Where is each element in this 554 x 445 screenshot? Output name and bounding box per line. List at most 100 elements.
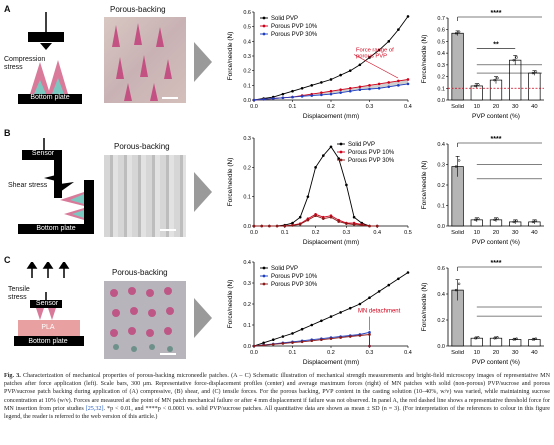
replicate-point: [496, 76, 499, 80]
y-tick-label: 0.7: [437, 16, 445, 22]
replicate-point: [531, 220, 535, 224]
data-point: [291, 95, 294, 99]
y-tick-label: 0.4: [437, 142, 445, 148]
data-point: [252, 344, 256, 348]
data-point: [358, 334, 362, 337]
data-point: [339, 311, 342, 314]
x-tick-label: 0.3: [366, 350, 374, 356]
x-tick-label: 0.2: [312, 230, 320, 236]
y-tick-label: 0.1: [437, 86, 445, 92]
data-point: [329, 337, 333, 340]
y-tick-label: 0.0: [243, 224, 251, 230]
y-tick-label: 0.5: [243, 25, 251, 31]
data-point: [348, 69, 352, 72]
x-tick-label: 20: [493, 104, 499, 110]
data-point: [291, 89, 294, 93]
microscopy-image-a: [104, 17, 186, 103]
data-point: [262, 97, 265, 101]
y-tick-label: 0.0: [243, 98, 251, 104]
data-point: [310, 323, 314, 327]
replicate-point: [474, 218, 477, 222]
replicate-point: [474, 84, 477, 88]
panel-letter-b: B: [4, 128, 11, 138]
data-point: [320, 338, 323, 341]
chart-b-max-force-bar: 0.0 0.1 0.2 0.3 0.4 Solid 10 20 30 40 PVP content …: [421, 136, 544, 246]
replicate-point: [457, 30, 461, 34]
x-tick-label: 10: [474, 230, 480, 236]
photo-title-c: Porous-backing: [112, 268, 168, 277]
data-point: [320, 81, 323, 84]
data-point: [368, 87, 371, 91]
data-point: [337, 220, 340, 223]
data-point: [329, 92, 333, 96]
replicate-point: [515, 219, 518, 222]
pla-label-c: PLA: [41, 324, 55, 331]
replicate-point: [496, 217, 499, 220]
replicate-point: [474, 336, 477, 340]
replicate-point: [477, 336, 480, 339]
x-tick-label: 40: [531, 104, 537, 110]
panel-letter-c: C: [4, 255, 11, 265]
y-tick-label: 0.4: [243, 260, 251, 266]
data-point: [358, 302, 362, 306]
data-point: [406, 15, 410, 18]
data-point: [337, 157, 340, 160]
caption-reference-link[interactable]: [25,32]: [85, 405, 104, 412]
data-point: [329, 315, 333, 318]
data-point: [300, 86, 304, 90]
data-point: [291, 332, 294, 335]
arrow-chevron-c: [194, 298, 212, 338]
y-tick-label: 0.2: [243, 302, 251, 308]
y-tick-label: 0.6: [437, 28, 445, 34]
replicate-point: [534, 219, 538, 222]
y-tick-label: 0.1: [243, 195, 251, 201]
stress-label-b: Shear stress: [8, 182, 48, 189]
x-axis-label: PVP content (%): [472, 113, 520, 120]
replicate-point: [493, 218, 496, 222]
replicate-point: [534, 337, 538, 340]
replicate-point: [512, 58, 515, 62]
data-point: [397, 28, 400, 31]
sensor-label-c: Sensor: [35, 300, 59, 307]
data-point: [300, 327, 304, 331]
legend-label: Solid PVP: [271, 266, 298, 272]
x-tick-label: 10: [474, 350, 480, 356]
chart-c-max-force-bar: 0.0 0.2 0.4 0.6 Solid 10 20 30 40 PVP content (%)…: [421, 260, 544, 366]
data-point: [306, 218, 310, 222]
x-tick-label: 0.0: [250, 104, 258, 110]
legend-label: Solid PVP: [348, 142, 375, 148]
replicate-point: [496, 336, 499, 339]
data-point: [368, 344, 371, 348]
x-tick-label: 0.0: [250, 230, 258, 236]
y-tick-label: 0.6: [437, 266, 445, 272]
annotation-text-2: porous PVP: [356, 54, 387, 60]
significance-stars: ****: [491, 260, 502, 267]
replicate-point: [454, 288, 458, 292]
microscopy-image-b: [104, 155, 186, 237]
y-tick-label: 0.4: [437, 51, 445, 57]
x-tick-label: 30: [512, 350, 518, 356]
data-point: [298, 215, 302, 219]
legend-marker: [262, 274, 266, 278]
data-point: [262, 343, 265, 347]
stress-label-c: Tensile stress: [8, 286, 30, 301]
y-tick-label: 0.1: [437, 204, 445, 210]
annotation-text: MN detachment: [358, 308, 401, 314]
sensor-label-b: Sensor: [31, 150, 55, 157]
data-point: [329, 89, 333, 93]
data-point: [329, 215, 333, 219]
legend-label: Porous PVP 10%: [271, 24, 318, 30]
data-point: [298, 222, 302, 226]
data-point: [368, 296, 371, 299]
y-tick-label: 0.3: [243, 54, 251, 60]
y-axis-label: Force/needle (N): [421, 283, 428, 332]
data-point: [345, 222, 348, 225]
schematic-compression: [18, 12, 82, 104]
y-tick-label: 0.6: [243, 10, 251, 16]
y-tick-label: 0.2: [243, 165, 251, 171]
data-point: [320, 319, 323, 323]
schematic-shear: [18, 138, 94, 234]
chart-b-force-displacement: 0.0 0.1 0.2 0.3 0.4 0.5 0.0 0.1 0.2 0.3 Displaceme…: [227, 136, 412, 246]
y-tick-label: 0.2: [437, 318, 445, 324]
data-point: [271, 338, 275, 341]
